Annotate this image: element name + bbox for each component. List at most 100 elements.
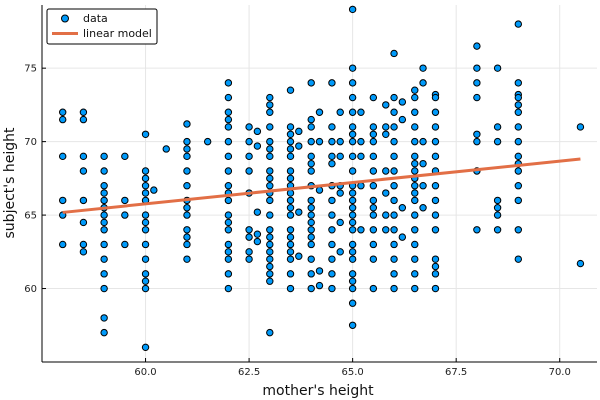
data-point <box>390 284 398 293</box>
data-point <box>183 182 191 190</box>
data-point <box>286 255 295 263</box>
data-point <box>307 284 315 293</box>
data-point <box>266 262 274 271</box>
data-point <box>382 101 390 109</box>
data-point <box>266 93 274 102</box>
data-point <box>514 20 523 28</box>
data-point <box>224 79 233 87</box>
data-point <box>411 108 419 116</box>
data-point <box>307 152 315 161</box>
data-point <box>224 226 233 234</box>
data-point <box>390 182 398 190</box>
data-point <box>79 218 88 227</box>
data-point <box>336 218 344 227</box>
data-point <box>473 137 481 146</box>
data-point <box>183 152 191 161</box>
data-point <box>183 255 191 263</box>
data-point <box>328 123 336 131</box>
data-point <box>286 270 295 278</box>
data-point <box>348 211 357 219</box>
data-point <box>473 226 481 234</box>
data-point <box>245 255 253 263</box>
data-point <box>141 343 150 352</box>
data-point <box>411 211 419 219</box>
data-point <box>411 137 419 146</box>
data-point <box>390 240 398 249</box>
data-point <box>183 240 191 249</box>
data-point <box>390 226 398 234</box>
data-point <box>328 196 336 205</box>
data-point <box>348 79 357 87</box>
data-point <box>328 211 336 219</box>
data-point <box>141 255 150 263</box>
data-point <box>286 240 295 249</box>
data-point <box>224 270 233 278</box>
data-point <box>411 240 419 249</box>
data-point <box>419 182 427 190</box>
data-point <box>473 93 481 102</box>
data-point <box>141 189 150 197</box>
data-point <box>493 226 502 234</box>
data-point <box>100 255 108 263</box>
data-point <box>245 123 253 131</box>
data-point <box>100 328 108 337</box>
data-point <box>59 108 67 116</box>
data-point <box>100 270 108 278</box>
legend-linear-model-label: linear model <box>83 27 152 40</box>
data-point <box>514 101 523 109</box>
data-point <box>307 79 315 87</box>
data-point <box>514 255 523 263</box>
data-point <box>245 226 253 234</box>
data-point <box>514 123 523 131</box>
data-point <box>141 284 150 293</box>
data-point <box>307 218 315 227</box>
data-point <box>286 248 295 256</box>
data-point <box>576 123 585 131</box>
y-tick-label: 65 <box>24 211 37 222</box>
data-point <box>224 137 233 146</box>
data-point <box>473 79 481 87</box>
data-point <box>121 196 129 205</box>
data-point <box>493 204 502 212</box>
data-point <box>348 130 357 138</box>
data-point <box>266 248 274 256</box>
data-point <box>411 152 419 161</box>
data-point <box>493 123 502 131</box>
data-point <box>266 145 274 153</box>
data-point <box>357 182 365 190</box>
data-point <box>224 240 233 249</box>
data-point <box>328 137 336 146</box>
data-point <box>411 284 419 293</box>
data-point <box>390 137 398 146</box>
x-tick-label: 60.0 <box>134 367 156 378</box>
data-point <box>253 230 262 238</box>
data-point <box>245 233 253 241</box>
data-point <box>493 196 502 205</box>
data-point <box>411 93 419 102</box>
data-point <box>162 145 170 153</box>
data-point <box>266 277 274 285</box>
data-point <box>336 189 344 197</box>
data-point <box>59 196 67 205</box>
data-point <box>348 93 357 102</box>
data-point <box>348 218 357 227</box>
data-point <box>245 167 253 175</box>
data-point <box>307 233 315 241</box>
data-point <box>390 211 398 219</box>
data-point <box>315 186 324 194</box>
data-point <box>183 137 191 146</box>
data-point <box>307 255 315 263</box>
data-point <box>411 167 419 175</box>
data-point <box>369 123 378 131</box>
data-point <box>411 123 419 131</box>
data-point <box>224 123 233 131</box>
data-point <box>357 152 365 161</box>
data-point <box>286 204 295 212</box>
data-point <box>253 127 262 136</box>
data-point <box>307 240 315 249</box>
data-point <box>348 284 357 293</box>
data-point <box>390 255 398 263</box>
data-point <box>266 167 274 175</box>
data-point <box>286 167 295 175</box>
